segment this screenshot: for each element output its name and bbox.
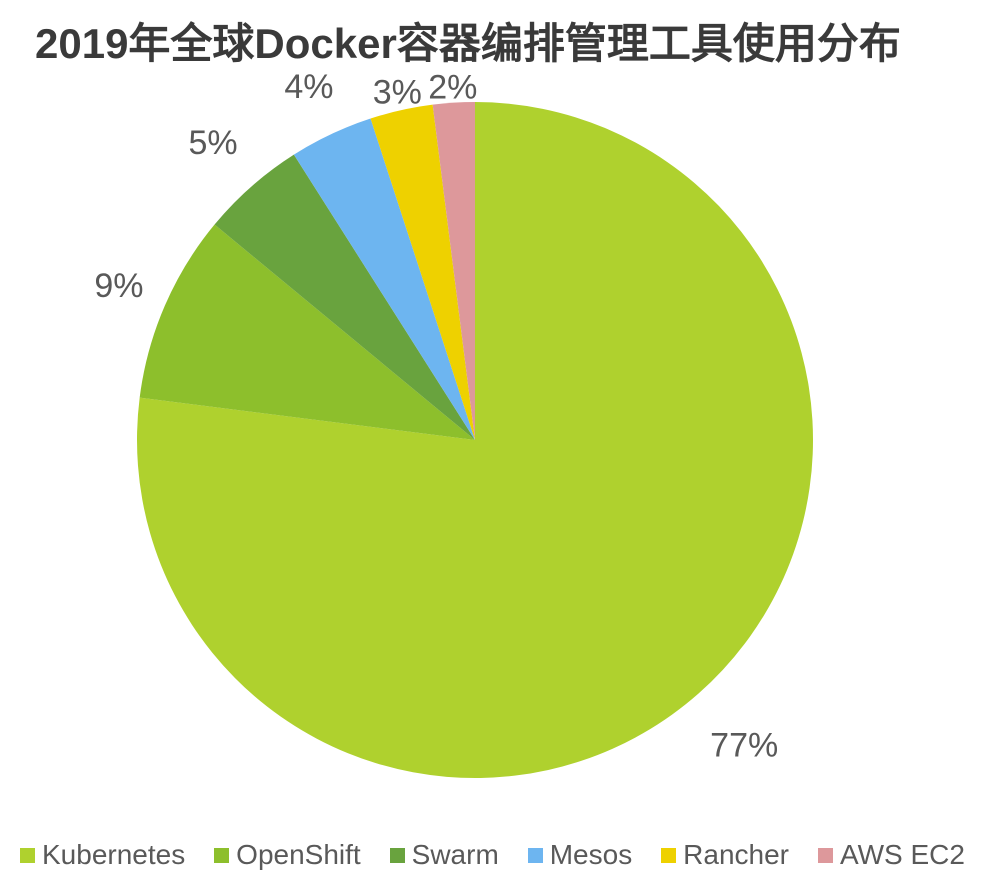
legend-item-swarm: Swarm bbox=[389, 839, 499, 870]
legend-label-mesos: Mesos bbox=[549, 839, 633, 870]
legend-label-rancher: Rancher bbox=[683, 839, 789, 870]
legend-swatch-rancher bbox=[661, 847, 677, 863]
legend-swatch-aws-ec2 bbox=[817, 847, 833, 863]
legend-item-openshift: OpenShift bbox=[214, 841, 361, 869]
percent-label-rancher: 3% bbox=[373, 74, 422, 112]
legend-label-swarm: Swarm bbox=[411, 839, 499, 870]
percent-label-aws-ec2: 2% bbox=[428, 69, 477, 107]
legend-item-aws-ec2: AWS EC2 bbox=[817, 839, 965, 870]
legend-item-rancher: Rancher bbox=[661, 841, 789, 869]
percent-label-kubernetes: 77% bbox=[710, 726, 778, 764]
pie-slice-openshift bbox=[139, 224, 476, 440]
percent-label-openshift: 9% bbox=[94, 267, 143, 305]
pie-slices bbox=[137, 101, 814, 778]
percent-label-mesos: 4% bbox=[284, 68, 333, 106]
pie-slice-kubernetes bbox=[137, 101, 814, 778]
chart-legend: Kubernetes OpenShift Swarm Mesos Rancher AWS … bbox=[20, 838, 965, 872]
pie-slice-mesos bbox=[293, 118, 475, 440]
percent-label-swarm: 5% bbox=[189, 124, 238, 162]
legend-item-kubernetes: Kubernetes bbox=[20, 841, 185, 869]
chart-title: 2019年全球Docker容器编排管理工具使用分布 bbox=[35, 20, 901, 67]
legend-swatch-openshift bbox=[214, 847, 230, 863]
pie-slice-rancher bbox=[370, 104, 475, 441]
legend-label-aws-ec2: AWS EC2 bbox=[839, 839, 965, 870]
legend-label-kubernetes: Kubernetes bbox=[42, 839, 186, 870]
pie-slice-swarm bbox=[214, 154, 475, 440]
legend-swatch-kubernetes bbox=[20, 847, 35, 863]
legend-label-openshift: OpenShift bbox=[236, 839, 361, 870]
legend-swatch-swarm bbox=[389, 847, 405, 863]
pie-slice-aws-ec2 bbox=[432, 102, 475, 440]
legend-item-mesos: Mesos bbox=[527, 839, 633, 870]
legend-swatch-mesos bbox=[527, 847, 543, 863]
percent-labels: 77% 9% 5% 4% 3% 2% bbox=[94, 68, 778, 764]
